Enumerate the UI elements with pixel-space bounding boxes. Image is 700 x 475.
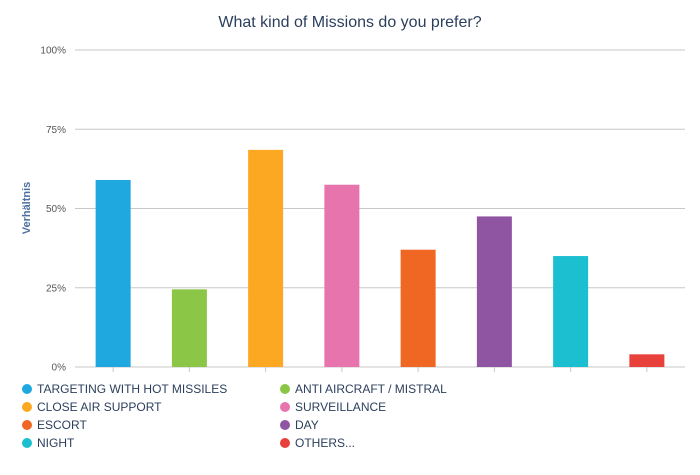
legend-swatch	[280, 402, 290, 412]
y-axis-label: Verhältnis	[21, 182, 33, 235]
bar-5[interactable]	[476, 216, 512, 367]
legend-item[interactable]: SURVEILLANCE	[280, 400, 386, 414]
legend-item[interactable]: NIGHT	[22, 436, 74, 450]
bar-0[interactable]	[95, 179, 131, 367]
legend-label: CLOSE AIR SUPPORT	[37, 400, 162, 414]
y-tick-label: 25%	[46, 283, 66, 294]
legend-swatch	[22, 438, 32, 448]
legend-label: NIGHT	[37, 436, 75, 450]
legend-item[interactable]: TARGETING WITH HOT MISSILES	[22, 382, 227, 396]
bar-chart: 0% 25% 50% 75% 100% Verhältnis	[21, 46, 685, 374]
legend-swatch	[280, 384, 290, 394]
legend-label: ANTI AIRCRAFT / MISTRAL	[295, 382, 447, 396]
bar-7[interactable]	[629, 354, 665, 367]
legend-item[interactable]: DAY	[280, 418, 319, 432]
legend-item[interactable]: CLOSE AIR SUPPORT	[22, 400, 161, 414]
legend-item[interactable]: OTHERS...	[280, 436, 355, 450]
y-tick-label: 0%	[52, 363, 67, 374]
bar-6[interactable]	[553, 256, 589, 367]
legend-label: OTHERS...	[295, 436, 356, 450]
legend-swatch	[22, 384, 32, 394]
legend-label: DAY	[295, 418, 319, 432]
bar-4[interactable]	[400, 249, 436, 367]
legend-label: SURVEILLANCE	[295, 400, 387, 414]
y-tick-label: 100%	[40, 46, 66, 57]
bar-3[interactable]	[324, 184, 360, 367]
legend-swatch	[280, 420, 290, 430]
bar-1[interactable]	[171, 289, 207, 367]
bar-2[interactable]	[248, 149, 284, 367]
legend-item[interactable]: ANTI AIRCRAFT / MISTRAL	[280, 382, 447, 396]
y-tick-label: 75%	[46, 125, 66, 136]
y-tick-label: 50%	[46, 204, 66, 215]
legend-label: TARGETING WITH HOT MISSILES	[37, 382, 228, 396]
legend-swatch	[280, 438, 290, 448]
legend-item[interactable]: ESCORT	[22, 418, 87, 432]
legend-swatch	[22, 402, 32, 412]
legend-label: ESCORT	[37, 418, 87, 432]
legend-swatch	[22, 420, 32, 430]
chart-title: What kind of Missions do you prefer?	[218, 14, 482, 31]
